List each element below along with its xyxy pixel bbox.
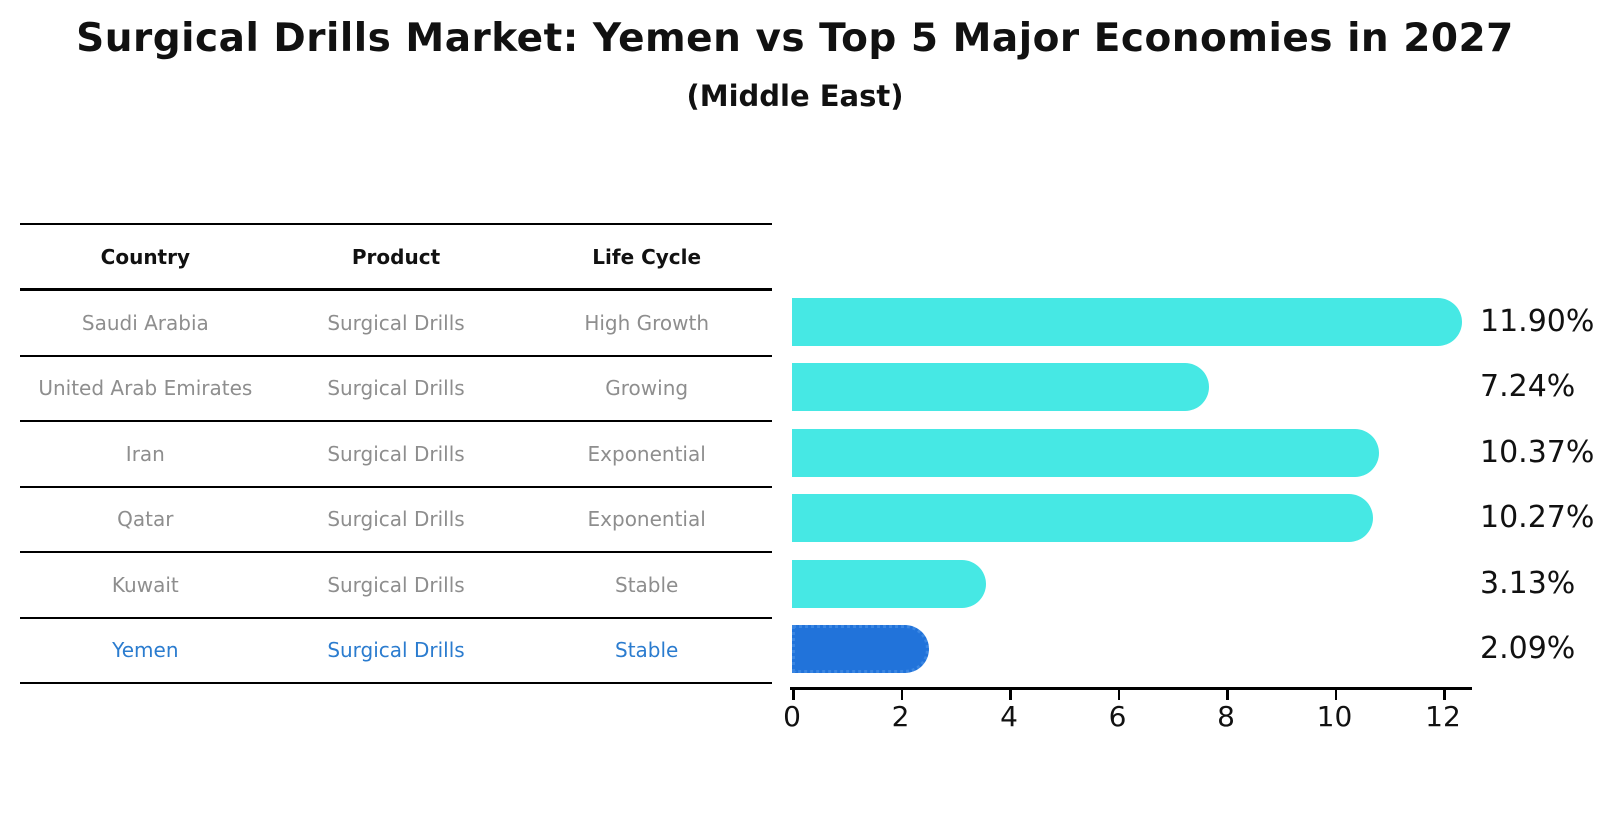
value-label: 2.09% bbox=[1480, 631, 1576, 667]
table-cell-life-cycle: Exponential bbox=[587, 441, 706, 466]
table-cell-country: Saudi Arabia bbox=[81, 310, 209, 335]
table-header-country: Country bbox=[100, 244, 191, 269]
x-axis-tick-label: 10 bbox=[1316, 700, 1353, 733]
table-cell-life-cycle: High Growth bbox=[584, 310, 710, 335]
table-cell-product: Surgical Drills bbox=[327, 441, 465, 466]
x-axis-tick bbox=[1117, 689, 1120, 700]
table-cell-product: Surgical Drills bbox=[327, 507, 465, 532]
table-row-kuwait: Kuwait Surgical Drills Stable bbox=[20, 553, 772, 619]
bar-qatar bbox=[792, 494, 1374, 543]
chart-subtitle: (Middle East) bbox=[686, 79, 904, 113]
table-cell-life-cycle: Stable bbox=[615, 638, 679, 663]
table-row-yemen: Yemen Surgical Drills Stable bbox=[20, 619, 772, 684]
value-label: 7.24% bbox=[1480, 369, 1576, 405]
table-cell-product: Surgical Drills bbox=[327, 376, 465, 401]
table-header-product: Product bbox=[351, 244, 441, 269]
x-axis-tick bbox=[900, 689, 903, 700]
table-header-life-cycle: Life Cycle bbox=[592, 244, 702, 269]
value-label: 10.27% bbox=[1480, 500, 1595, 536]
x-axis-tick-label: 2 bbox=[891, 700, 910, 733]
x-axis-tick bbox=[1443, 689, 1446, 700]
table-cell-country: Yemen bbox=[112, 638, 179, 663]
x-axis-tick bbox=[792, 689, 795, 700]
table-row-saudi-arabia: Saudi Arabia Surgical Drills High Growth bbox=[20, 291, 772, 357]
table-cell-product: Surgical Drills bbox=[327, 638, 465, 663]
bar-saudi-arabia bbox=[792, 297, 1462, 346]
x-axis-tick-label: 4 bbox=[1000, 700, 1018, 733]
x-axis-line bbox=[790, 687, 1472, 690]
table-cell-product: Surgical Drills bbox=[327, 572, 465, 597]
table-cell-life-cycle: Exponential bbox=[587, 507, 706, 532]
table-cell-country: Iran bbox=[125, 441, 165, 466]
chart-title: Surgical Drills Market: Yemen vs Top 5 M… bbox=[76, 16, 1514, 61]
comparison-table: Country Product Life Cycle Saudi Arabia S… bbox=[20, 223, 772, 684]
table-cell-life-cycle: Growing bbox=[605, 376, 689, 401]
value-label: 3.13% bbox=[1480, 565, 1576, 601]
x-axis-tick-label: 6 bbox=[1108, 700, 1127, 733]
table-cell-life-cycle: Stable bbox=[615, 572, 679, 597]
x-axis-tick bbox=[1009, 689, 1012, 700]
x-axis-tick bbox=[1226, 689, 1229, 700]
table-header-row: Country Product Life Cycle bbox=[20, 225, 772, 291]
table-row-united-arab-emirates: United Arab Emirates Surgical Drills Growi… bbox=[20, 357, 772, 422]
bar-united-arab-emirates bbox=[792, 363, 1209, 412]
table-row-iran: Iran Surgical Drills Exponential bbox=[20, 422, 772, 488]
x-axis-tick-label: 0 bbox=[783, 700, 801, 733]
bar-kuwait bbox=[792, 559, 986, 608]
bar-iran bbox=[792, 428, 1379, 477]
table-cell-product: Surgical Drills bbox=[327, 310, 465, 335]
value-label: 11.90% bbox=[1480, 303, 1595, 339]
x-axis-tick-label: 8 bbox=[1217, 700, 1235, 733]
bar-highlighted-yemen bbox=[792, 625, 930, 674]
table-cell-country: Qatar bbox=[117, 507, 174, 532]
x-axis-tick-label: 12 bbox=[1425, 700, 1461, 733]
value-label: 10.37% bbox=[1480, 434, 1595, 470]
table-cell-country: Kuwait bbox=[111, 572, 179, 597]
table-row-qatar: Qatar Surgical Drills Exponential bbox=[20, 488, 772, 553]
x-axis-tick bbox=[1334, 689, 1337, 700]
table-cell-country: United Arab Emirates bbox=[38, 376, 253, 401]
